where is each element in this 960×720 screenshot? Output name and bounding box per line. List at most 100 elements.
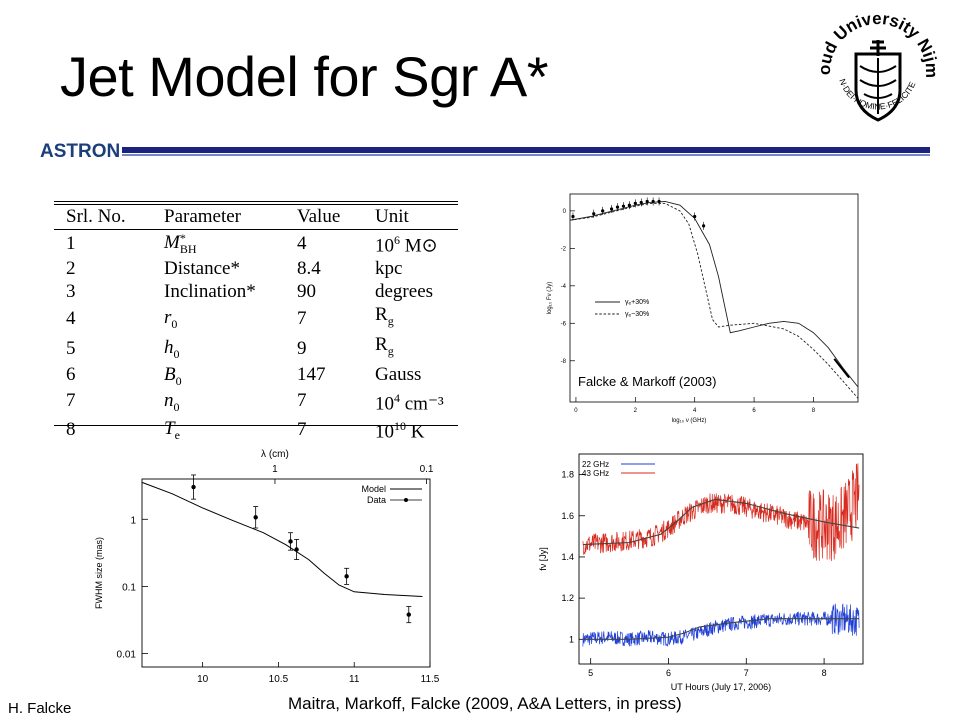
cell-no: 5 — [66, 337, 76, 359]
slide-title: Jet Model for Sgr A* — [60, 45, 549, 108]
top-axis-label: λ (cm) — [261, 449, 289, 460]
y-tick-label: 0.1 — [122, 582, 136, 593]
cell-unit: Rg — [375, 304, 394, 329]
cell-unit: kpc — [375, 258, 403, 280]
y-axis-label: FWHM size (mas) — [94, 537, 104, 609]
y-tick-label: -2 — [561, 246, 567, 252]
cell-parameter: M * BH — [164, 230, 197, 256]
col-header-unit: Unit — [375, 206, 409, 227]
data-point — [406, 612, 411, 617]
legend-label: γₑ−30% — [625, 311, 649, 318]
table-row: 8 T e 7 1010 K — [54, 415, 458, 443]
y-tick-label: 0.01 — [117, 650, 137, 661]
y-tick-label: 1 — [130, 515, 136, 526]
x-tick-label: 7 — [744, 668, 749, 678]
top-tick-label: 0.1 — [420, 464, 434, 475]
legend-label: 22 GHz — [582, 460, 609, 469]
x-tick-label: 0 — [574, 408, 578, 414]
cell-unit: Gauss — [375, 364, 422, 386]
university-seal: Radboud University Nijmegen IN·DEI·NOMIN… — [808, 2, 941, 122]
cell-value: 7 — [297, 418, 307, 440]
y-tick-label: 1.6 — [561, 511, 574, 521]
y-tick-label: 1 — [569, 634, 574, 644]
y-axis-label: log₁₀ Fν (Jy) — [547, 282, 553, 315]
cell-value: 90 — [297, 281, 316, 303]
cell-value: 4 — [297, 232, 307, 254]
table-row: 1 M * BH 4 106 M⊙ — [54, 229, 458, 257]
cell-parameter: n 0 — [164, 389, 180, 414]
cell-unit: 106 M⊙ — [375, 233, 438, 257]
legend-label: γₑ+30% — [625, 299, 649, 306]
col-header-parameter: Parameter — [164, 206, 242, 227]
table-row: 4 r 0 7 Rg — [54, 303, 458, 333]
parameter-table: Srl. No. Parameter Value Unit 1 M * BH 4 106 … — [54, 200, 458, 443]
lightcurve-trace — [582, 603, 860, 647]
table-mid-rule — [54, 229, 458, 230]
x-tick-label: 8 — [822, 668, 827, 678]
cell-unit: 104 cm⁻³ — [375, 390, 444, 414]
legend-label: Model — [361, 484, 386, 494]
legend-marker — [404, 498, 408, 502]
author-credit: H. Falcke — [8, 700, 72, 717]
cell-unit: 1010 K — [375, 418, 425, 443]
crest-icon — [854, 40, 902, 122]
cell-no: 7 — [66, 390, 76, 412]
x-tick-label: 2 — [634, 408, 638, 414]
lightcurve-chart: 5 6 7 8 1 1.2 1.4 1.6 1.8 UT Hours (July 17, 2006… — [538, 453, 864, 692]
cell-parameter: Inclination* — [164, 281, 256, 303]
x-tick-label: 4 — [693, 408, 697, 414]
cell-parameter: Distance* — [164, 258, 240, 280]
data-point — [253, 515, 258, 520]
spectrum-caption: Falcke & Markoff (2003) — [578, 374, 716, 389]
table-row: 3 Inclination* 90 degrees — [54, 280, 458, 303]
cell-value: 7 — [297, 390, 307, 412]
header-rule — [122, 147, 930, 153]
citation: Maitra, Markoff, Falcke (2009, A&A Lette… — [288, 694, 682, 713]
plot-frame — [578, 453, 864, 665]
cell-value: 8.4 — [297, 258, 321, 280]
x-tick-label: 11.5 — [421, 674, 440, 685]
legend-label: 43 GHz — [582, 469, 609, 478]
table-row: 5 h 0 9 Rg — [54, 333, 458, 363]
y-tick-label: -8 — [561, 359, 567, 365]
cell-parameter: T e — [164, 418, 180, 442]
x-tick-label: 6 — [666, 668, 671, 678]
x-axis-label: UT Hours (July 17, 2006) — [671, 682, 771, 692]
cell-no: 6 — [66, 364, 76, 386]
model-curve — [582, 498, 860, 546]
series-line — [569, 202, 859, 399]
cell-no: 8 — [66, 418, 76, 440]
cell-value: 147 — [297, 364, 326, 386]
plot-frame — [141, 478, 431, 668]
x-tick-label: 6 — [752, 408, 756, 414]
cell-value: 7 — [297, 307, 307, 329]
x-tick-label: 10.5 — [269, 674, 289, 685]
data-point — [191, 484, 196, 490]
top-tick-label: 1 — [272, 464, 278, 475]
model-line — [141, 481, 423, 597]
x-axis-label: log₁₀ ν (GHz) — [672, 418, 707, 424]
x-ray-slope — [833, 358, 850, 379]
cell-parameter: h 0 — [164, 337, 180, 361]
cell-unit: Rg — [375, 334, 394, 358]
col-header-value: Value — [297, 206, 341, 227]
legend-label: Data — [367, 495, 386, 505]
y-tick-label: 1.8 — [561, 470, 574, 480]
astron-logo: ASTRON — [40, 141, 121, 162]
lightcurve-trace — [582, 463, 860, 562]
plot-frame — [569, 193, 859, 403]
cell-no: 3 — [66, 281, 76, 303]
x-tick-label: 5 — [588, 668, 593, 678]
y-tick-label: 1.2 — [561, 593, 574, 603]
table-row: 7 n 0 7 104 cm⁻³ — [54, 387, 458, 415]
series-line — [569, 201, 859, 388]
table-row: 6 B 0 147 Gauss — [54, 363, 458, 387]
cell-no: 4 — [66, 307, 76, 329]
x-tick-label: 10 — [197, 674, 209, 685]
model-curve — [582, 618, 860, 640]
seal-top-text: Radboud University Nijmegen — [808, 2, 941, 78]
cell-no: 2 — [66, 258, 76, 280]
cell-parameter: B 0 — [164, 363, 182, 388]
y-tick-label: 1.4 — [561, 552, 574, 562]
